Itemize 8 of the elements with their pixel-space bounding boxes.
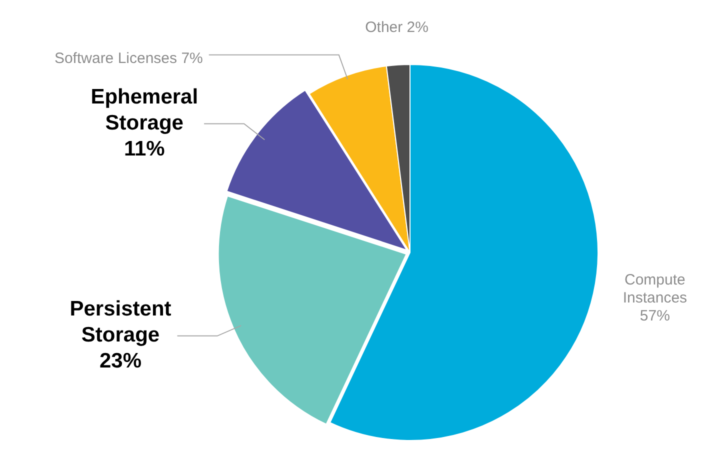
data-label: 11% [124, 138, 166, 161]
slice-label: Compute Instances [622, 271, 688, 306]
slice-label: Persistent Storage [70, 298, 172, 347]
slice-label: Software Licenses 7% [54, 50, 203, 68]
data-label: 57% [640, 307, 670, 324]
slice-label: Ephemeral Storage [90, 86, 198, 135]
data-label: 23% [99, 350, 142, 373]
slice-label: Other 2% [365, 19, 428, 36]
